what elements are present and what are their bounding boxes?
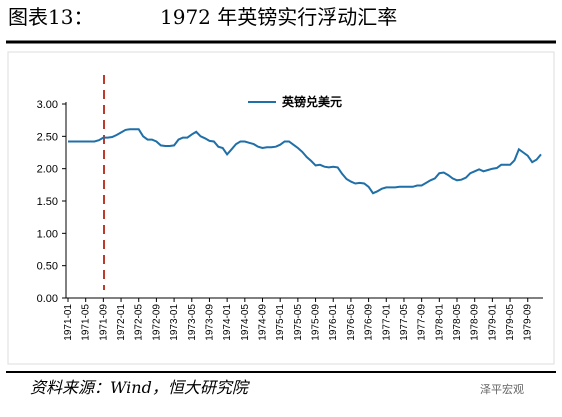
x-tick-label: 1971-09 <box>98 304 109 341</box>
x-tick-label: 1977-01 <box>381 304 392 341</box>
y-tick-label: 3.00 <box>37 99 58 111</box>
x-tick-label: 1978-09 <box>470 304 481 341</box>
x-tick-label: 1979-05 <box>505 304 516 341</box>
x-tick-label: 1972-09 <box>151 304 162 341</box>
figure-label: 图表13： <box>8 5 93 29</box>
chart-frame <box>7 51 555 365</box>
watermark: 泽平宏观 <box>480 382 524 396</box>
x-tick-label: 1975-01 <box>275 304 286 341</box>
legend-label: 英镑兑美元 <box>282 94 342 109</box>
source: 资料来源：Wind，恒大研究院 <box>30 378 251 397</box>
y-tick-label: 1.00 <box>37 228 58 240</box>
y-tick-label: 1.50 <box>37 196 58 208</box>
x-tick-label: 1975-05 <box>293 304 304 341</box>
x-tick-label: 1973-01 <box>169 304 180 341</box>
x-tick-label: 1977-09 <box>417 304 428 341</box>
x-tick-label: 1978-05 <box>452 304 463 341</box>
x-tick-label: 1972-01 <box>116 304 127 341</box>
x-tick-label: 1976-01 <box>328 304 339 341</box>
x-tick-label: 1976-05 <box>346 304 357 341</box>
x-tick-label: 1974-01 <box>222 304 233 341</box>
x-tick-label: 1971-05 <box>81 304 92 341</box>
x-tick-label: 1979-09 <box>523 304 534 341</box>
x-tick-label: 1971-01 <box>63 304 74 341</box>
x-tick-label: 1972-05 <box>134 304 145 341</box>
x-tick-label: 1977-05 <box>399 304 410 341</box>
x-tick-label: 1979-01 <box>487 304 498 341</box>
series-line <box>68 128 542 195</box>
x-tick-label: 1974-05 <box>240 304 251 341</box>
x-tick-label: 1975-09 <box>311 304 322 341</box>
x-tick-label: 1978-01 <box>434 304 445 341</box>
x-tick-label: 1973-09 <box>204 304 215 341</box>
x-tick-label: 1976-09 <box>364 304 375 341</box>
y-tick-label: 2.00 <box>37 164 58 176</box>
y-tick-label: 0.50 <box>37 261 58 273</box>
chart-title: 1972 年英镑实行浮动汇率 <box>160 5 397 29</box>
x-tick-label: 1973-05 <box>187 304 198 341</box>
x-tick-label: 1974-09 <box>258 304 269 341</box>
y-tick-label: 2.50 <box>37 131 58 143</box>
y-tick-label: 0.00 <box>37 293 58 305</box>
